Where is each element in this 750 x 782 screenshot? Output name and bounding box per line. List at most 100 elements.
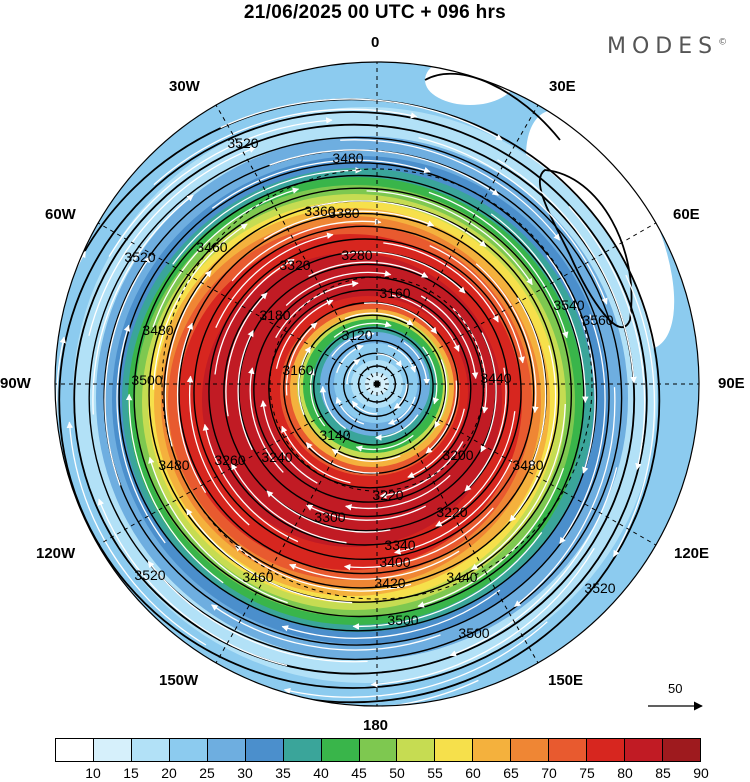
contour-label: 3220	[372, 487, 403, 503]
streamline	[343, 507, 494, 571]
streamline	[66, 421, 207, 646]
meridian-line	[376, 104, 539, 385]
streamline	[319, 385, 347, 430]
colorbar-swatch	[93, 739, 132, 761]
streamline	[428, 191, 569, 339]
streamline	[225, 292, 268, 417]
colorbar-label: 15	[123, 765, 139, 781]
streamline	[186, 375, 250, 526]
streamline	[285, 322, 318, 396]
streamline	[344, 312, 414, 326]
contour-label: 3240	[261, 449, 292, 465]
lon-label-120w: 120W	[36, 545, 76, 562]
streamline	[340, 139, 561, 241]
streamline	[514, 387, 616, 608]
contour-label: 3280	[341, 247, 372, 263]
streamline	[237, 330, 254, 451]
colorbar-label: 50	[389, 765, 405, 781]
height-contour	[133, 174, 585, 618]
height-contour	[58, 111, 648, 689]
contour-label: 3160	[282, 362, 313, 378]
contour-label: 3120	[341, 327, 372, 343]
contour-label: 3460	[242, 569, 273, 585]
streamline	[509, 345, 557, 522]
colorbar-swatch	[435, 739, 474, 761]
streamline	[263, 210, 435, 240]
height-contour	[253, 276, 485, 503]
contour-label: 3360	[304, 203, 335, 219]
streamline	[231, 463, 347, 544]
height-contour	[313, 327, 434, 446]
streamline	[220, 98, 503, 141]
meridian-line	[376, 383, 539, 664]
streamline	[352, 532, 543, 630]
streamline	[172, 167, 362, 265]
colorbar-label: 80	[617, 765, 633, 781]
contour-label: 3500	[131, 372, 162, 388]
contour-label: 3180	[259, 307, 290, 323]
meridian-line	[97, 222, 378, 385]
height-contour	[208, 238, 522, 546]
streamline	[559, 314, 606, 544]
colorbar-swatch	[663, 739, 700, 761]
contour-label: 3560	[582, 312, 613, 328]
meridian-line	[376, 222, 657, 385]
streamline	[152, 223, 248, 390]
streamline	[211, 604, 441, 651]
streamline	[269, 149, 499, 196]
height-contour	[88, 136, 623, 661]
streamline	[88, 146, 256, 336]
colorbar-swatch	[283, 739, 322, 761]
colorbar-label: 60	[465, 765, 481, 781]
colorbar-swatch	[511, 739, 550, 761]
reference-vector-label: 50	[668, 681, 683, 696]
streamline	[186, 508, 353, 604]
colorbar-label: 90	[693, 765, 709, 781]
height-contour	[73, 123, 636, 675]
contour-label: 3320	[279, 257, 310, 273]
streamline	[387, 396, 416, 426]
colorbar-swatch	[169, 739, 208, 761]
streamline	[331, 330, 375, 357]
streamline	[422, 346, 440, 405]
contour-label: 3480	[142, 322, 173, 338]
height-contour	[328, 339, 422, 432]
colorbar-label: 10	[85, 765, 101, 781]
modes-logo: MODES©	[607, 34, 727, 59]
contour-label: 3540	[553, 297, 584, 313]
streamline	[148, 456, 288, 604]
streamline	[92, 194, 194, 415]
streamline	[153, 108, 418, 186]
streamline	[202, 423, 299, 543]
meridian-line	[376, 383, 657, 546]
contour-label: 3420	[374, 575, 405, 591]
colorbar-label: 65	[503, 765, 519, 781]
contour-label: 3300	[314, 509, 345, 525]
streamline	[335, 396, 365, 425]
streamline	[297, 346, 312, 416]
contour-label: 3260	[214, 452, 245, 468]
contour-label: 3480	[512, 457, 543, 473]
streamline	[108, 117, 333, 257]
streamline	[480, 332, 497, 453]
streamline	[275, 280, 359, 339]
lon-label-30e: 30E	[549, 78, 576, 95]
streamline	[275, 299, 334, 369]
streamline	[248, 367, 284, 473]
streamline	[449, 467, 618, 657]
streamline	[370, 547, 595, 688]
streamline	[471, 403, 566, 571]
streamline	[390, 294, 460, 352]
streamline	[345, 474, 451, 511]
streamline	[211, 159, 431, 209]
streamline	[289, 550, 460, 580]
streamline	[305, 442, 379, 474]
contour-label: 3200	[442, 447, 473, 463]
lon-label-90w: 90W	[0, 375, 31, 392]
contour-label: 3480	[158, 457, 189, 473]
contour-label: 3440	[446, 569, 477, 585]
contour-labels: 3120 3140 3160 3160 3180 3200 3220 3220 3240 3260…	[124, 135, 615, 641]
streamline	[346, 358, 361, 385]
streamline	[231, 218, 382, 282]
